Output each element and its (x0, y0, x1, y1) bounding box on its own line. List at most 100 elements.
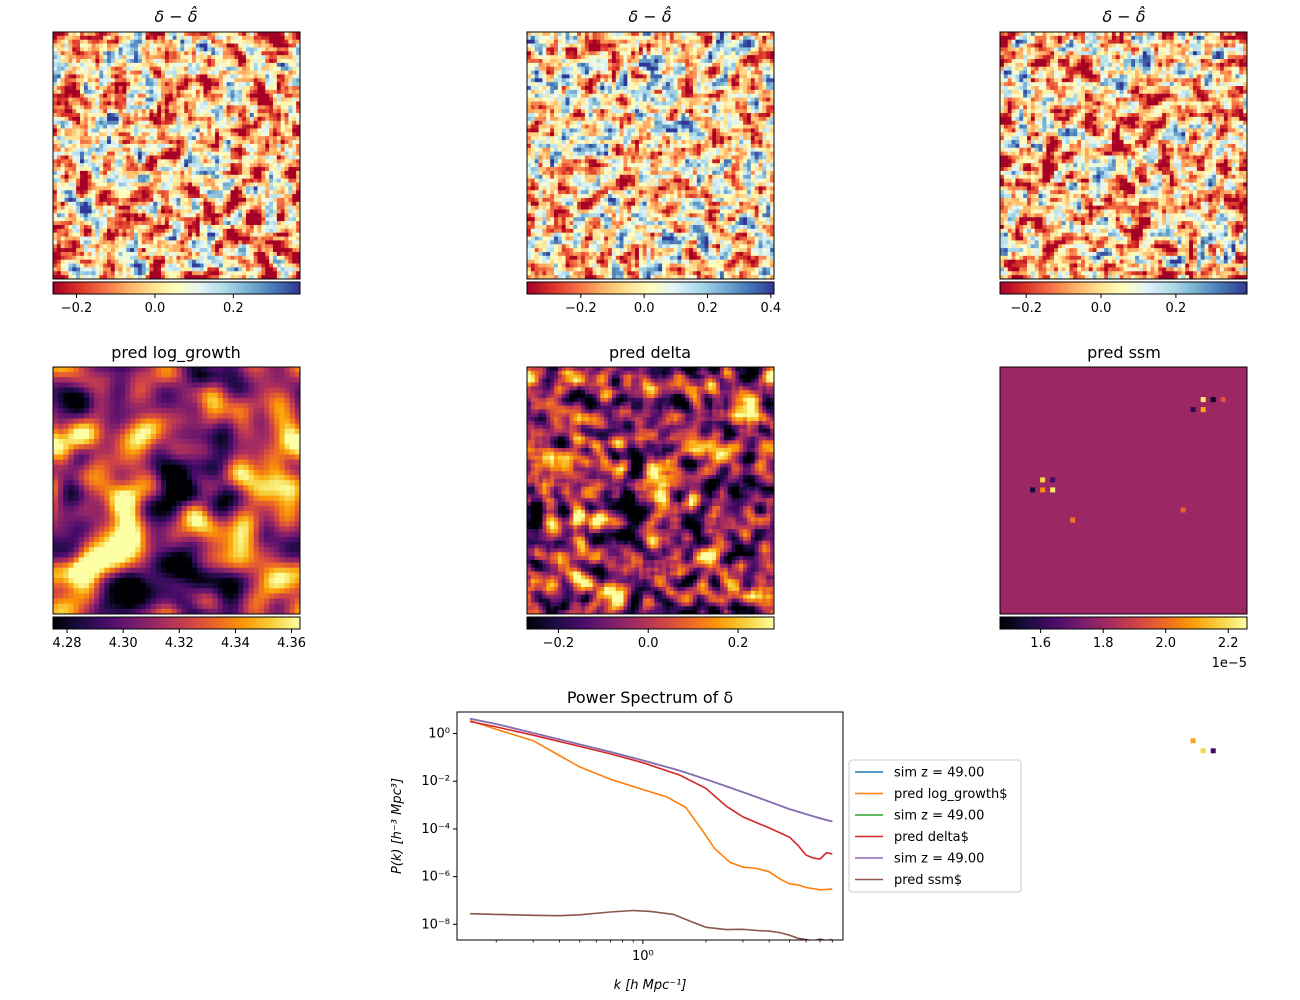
heatmap-cell (253, 228, 258, 234)
heatmap-cell (137, 136, 143, 141)
heatmap-cell (542, 35, 547, 41)
heatmap-cell (245, 66, 251, 71)
heatmap-cell (188, 259, 193, 264)
heatmap-cell (650, 66, 655, 71)
heatmap-cell (99, 174, 104, 180)
heatmap-cell (573, 51, 578, 56)
heatmap-cell (762, 78, 767, 83)
heatmap-cell (137, 251, 143, 257)
heatmap-cell (168, 271, 174, 276)
heatmap-cell (222, 190, 228, 195)
heatmap-cell (750, 55, 756, 60)
heatmap-cell (153, 217, 158, 222)
heatmap-cell (76, 55, 81, 60)
heatmap-cell (145, 194, 150, 199)
heatmap-cell (68, 93, 73, 99)
heatmap-cell (83, 275, 89, 280)
heatmap-cell (91, 197, 96, 203)
heatmap-cell (727, 70, 732, 75)
heatmap-cell (265, 217, 270, 222)
heatmap-cell (534, 47, 539, 52)
heatmap-cell (716, 51, 721, 56)
heatmap-cell (658, 39, 663, 44)
heatmap-cell (238, 190, 243, 195)
heatmap-cell (534, 82, 539, 87)
heatmap-cell (245, 124, 251, 129)
heatmap-cell (68, 205, 73, 210)
heatmap-cell (172, 271, 177, 276)
heatmap-cell (134, 132, 139, 137)
heatmap-cell (650, 43, 655, 48)
heatmap-cell (226, 51, 231, 56)
heatmap-cell (269, 132, 274, 137)
heatmap-cell (211, 151, 216, 156)
heatmap-cell (149, 213, 154, 218)
heatmap-cell (592, 74, 597, 79)
heatmap-cell (226, 244, 231, 249)
heatmap-cell (99, 201, 104, 207)
heatmap-cell (87, 124, 92, 129)
heatmap-cell (261, 47, 266, 52)
heatmap-cell (230, 209, 235, 214)
heatmap-cell (253, 275, 258, 280)
heatmap-cell (180, 174, 185, 180)
heatmap-cell (164, 155, 170, 160)
heatmap-cell (234, 128, 239, 133)
heatmap-cell (681, 66, 686, 71)
heatmap-cell (723, 32, 729, 37)
heatmap-cell (53, 263, 58, 268)
heatmap-cell (222, 70, 228, 75)
heatmap-cell (110, 263, 116, 268)
heatmap-cell (80, 197, 85, 203)
heatmap-cell (122, 232, 127, 237)
heatmap-cell (604, 70, 609, 75)
heatmap-cell (615, 51, 621, 56)
heatmap-cell (168, 232, 174, 237)
heatmap-cell (276, 159, 282, 164)
heatmap-cell (527, 55, 532, 60)
heatmap-cell (608, 39, 613, 44)
heatmap-cell (134, 55, 139, 60)
heatmap-cell (635, 32, 640, 37)
heatmap-cell (161, 271, 166, 276)
heatmap-cell (118, 174, 123, 180)
heatmap-cell (87, 74, 92, 79)
heatmap-cell (130, 275, 135, 280)
heatmap-cell (153, 97, 158, 102)
heatmap-cell (530, 55, 536, 60)
heatmap-cell (257, 182, 262, 187)
heatmap-cell (296, 35, 301, 41)
heatmap-cell (276, 151, 282, 156)
heatmap-cell (584, 82, 590, 87)
heatmap-cell (534, 59, 539, 64)
heatmap-cell (184, 128, 189, 133)
heatmap-cell (538, 47, 543, 52)
heatmap-cell (296, 209, 301, 214)
heatmap-cell (145, 136, 150, 141)
heatmap-cell (269, 78, 274, 83)
heatmap-cell (176, 251, 181, 257)
heatmap-cell (296, 140, 301, 145)
heatmap-cell (627, 59, 632, 64)
heatmap-cell (203, 93, 208, 99)
heatmap-cell (149, 259, 154, 264)
heatmap-cell (211, 62, 216, 68)
heatmap-cell (107, 267, 112, 272)
heatmap-cell (107, 194, 112, 199)
heatmap-cell (145, 213, 150, 218)
heatmap-cell (134, 186, 139, 191)
heatmap-cell (180, 35, 185, 41)
heatmap-cell (53, 147, 58, 153)
heatmap-cell (164, 39, 170, 44)
heatmap-cell (276, 197, 282, 203)
heatmap-cell (164, 197, 170, 203)
heatmap-cell (145, 232, 150, 237)
heatmap-cell (130, 232, 135, 237)
heatmap-cell (87, 62, 92, 68)
heatmap-cell (157, 124, 162, 129)
heatmap-cell (68, 113, 73, 118)
heatmap-cell (161, 170, 166, 176)
heatmap-cell (665, 47, 671, 52)
heatmap-cell (269, 240, 274, 245)
heatmap-cell (164, 93, 170, 99)
